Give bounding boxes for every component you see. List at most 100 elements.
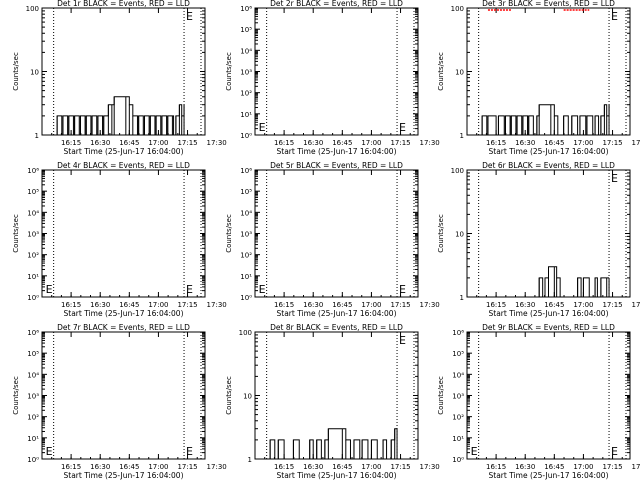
y-tick-label: 10⁵ <box>452 350 464 358</box>
x-tick-label: 17:00 <box>573 301 593 309</box>
e-marker: E <box>611 445 618 458</box>
chart-panel-4: Det 4r BLACK = Events, RED = LLD 10⁰ 10¹ 10… <box>12 161 227 318</box>
x-tick-label: 17:30 <box>632 301 640 309</box>
y-tick-label: 10 <box>30 69 39 77</box>
x-tick-label: 16:45 <box>119 301 139 309</box>
chart-title: Det 8r BLACK = Events, RED = LLD <box>270 323 403 332</box>
x-tick-label: 17:15 <box>390 139 410 147</box>
chart-title: Det 6r BLACK = Events, RED = LLD <box>482 161 615 170</box>
y-tick-label: 10⁵ <box>240 188 252 196</box>
plot-frame <box>41 169 206 298</box>
e-marker: E <box>399 121 406 134</box>
x-tick-label: 16:15 <box>61 139 81 147</box>
x-axis-label: Start Time (25-Jun-17 16:04:00) <box>277 471 397 480</box>
x-tick-label: 16:45 <box>544 139 564 147</box>
x-tick-label: 16:15 <box>486 139 506 147</box>
x-tick-label: 17:30 <box>420 463 440 471</box>
y-axis-label: Counts/sec <box>225 376 233 415</box>
x-tick-label: 16:30 <box>303 139 323 147</box>
y-tick-label: 10⁶ <box>27 329 39 337</box>
x-tick-label: 17:00 <box>148 139 168 147</box>
y-tick-label: 10¹ <box>27 435 39 443</box>
x-tick-label: 16:30 <box>303 463 323 471</box>
y-tick-label: 10⁴ <box>240 209 252 217</box>
x-tick-label: 17:15 <box>390 463 410 471</box>
y-axis-label: Counts/sec <box>437 376 445 415</box>
x-tick-label: 16:30 <box>515 463 535 471</box>
x-tick-label: 17:00 <box>148 463 168 471</box>
y-tick-label: 10⁴ <box>27 371 39 379</box>
y-tick-label: 10¹ <box>240 111 252 119</box>
y-tick-label: 10⁵ <box>27 350 39 358</box>
x-tick-label: 17:00 <box>361 463 381 471</box>
chart-panel-6: Det 6r BLACK = Events, RED = LLD 1 10 100 Co… <box>437 161 640 318</box>
chart-title: Det 7r BLACK = Events, RED = LLD <box>57 323 190 332</box>
x-tick-label: 17:15 <box>602 139 622 147</box>
chart-panel-3: Det 3r BLACK = Events, RED = LLD 1 10 100 Co… <box>437 0 640 156</box>
x-tick-label: 17:30 <box>207 463 227 471</box>
x-tick-label: 17:15 <box>602 463 622 471</box>
chart-panel-5: Det 5r BLACK = Events, RED = LLD 10⁰ 10¹ 10… <box>225 161 440 318</box>
y-tick-label: 10² <box>240 252 252 260</box>
e-marker: E <box>259 283 266 296</box>
e-marker: E <box>186 10 193 23</box>
events-series-line <box>536 266 610 298</box>
y-tick-label: 10³ <box>27 231 39 239</box>
x-axis-label: Start Time (25-Jun-17 16:04:00) <box>489 309 609 318</box>
chart-title: Det 9r BLACK = Events, RED = LLD <box>482 323 615 332</box>
x-tick-label: 16:45 <box>332 139 352 147</box>
x-tick-label: 16:15 <box>274 463 294 471</box>
chart-title: Det 1r BLACK = Events, RED = LLD <box>57 0 190 8</box>
y-tick-label: 10 <box>243 393 252 401</box>
x-tick-label: 16:45 <box>544 463 564 471</box>
x-tick-label: 17:30 <box>420 139 440 147</box>
x-tick-label: 16:15 <box>486 301 506 309</box>
y-tick-label: 10⁶ <box>240 5 252 13</box>
y-tick-label: 10⁰ <box>240 294 252 302</box>
y-tick-label: 100 <box>451 167 464 175</box>
y-tick-label: 10³ <box>27 393 39 401</box>
plot-frame <box>41 331 206 460</box>
y-tick-label: 10⁵ <box>27 188 39 196</box>
x-tick-label: 17:00 <box>361 139 381 147</box>
x-axis-label: Start Time (25-Jun-17 16:04:00) <box>277 147 397 156</box>
e-marker: E <box>611 10 618 23</box>
x-tick-label: 17:30 <box>207 301 227 309</box>
x-tick-label: 17:00 <box>573 463 593 471</box>
e-marker: E <box>186 283 193 296</box>
x-tick-label: 16:45 <box>119 139 139 147</box>
x-tick-label: 16:30 <box>515 139 535 147</box>
plot-frame <box>254 7 419 136</box>
x-tick-label: 16:15 <box>274 301 294 309</box>
x-tick-label: 16:30 <box>515 301 535 309</box>
x-tick-label: 17:15 <box>177 301 197 309</box>
y-tick-label: 10⁰ <box>27 294 39 302</box>
y-tick-label: 1 <box>460 132 464 140</box>
events-series-line <box>266 428 398 460</box>
y-tick-label: 10² <box>452 414 464 422</box>
y-axis-label: Counts/sec <box>225 214 233 253</box>
x-tick-label: 16:45 <box>119 463 139 471</box>
y-tick-label: 10³ <box>240 69 252 77</box>
x-tick-label: 17:30 <box>632 139 640 147</box>
x-tick-label: 17:00 <box>361 301 381 309</box>
chart-panel-9: Det 9r BLACK = Events, RED = LLD 10⁰ 10¹ 10… <box>437 323 640 480</box>
y-tick-label: 10⁴ <box>452 371 464 379</box>
chart-panel-7: Det 7r BLACK = Events, RED = LLD 10⁰ 10¹ 10… <box>12 323 227 480</box>
x-tick-label: 16:15 <box>486 463 506 471</box>
y-tick-label: 100 <box>26 5 39 13</box>
x-tick-label: 16:45 <box>544 301 564 309</box>
y-tick-label: 100 <box>451 5 464 13</box>
chart-title: Det 2r BLACK = Events, RED = LLD <box>270 0 403 8</box>
y-tick-label: 10 <box>455 231 464 239</box>
x-axis-label: Start Time (25-Jun-17 16:04:00) <box>277 309 397 318</box>
x-tick-label: 17:30 <box>207 139 227 147</box>
y-axis-label: Counts/sec <box>12 376 20 415</box>
plot-frame <box>254 169 419 298</box>
x-axis-label: Start Time (25-Jun-17 16:04:00) <box>489 471 609 480</box>
chart-title: Det 5r BLACK = Events, RED = LLD <box>270 161 403 170</box>
x-tick-label: 17:15 <box>177 463 197 471</box>
e-marker: E <box>611 172 618 185</box>
y-tick-label: 10⁵ <box>240 26 252 34</box>
x-tick-label: 17:00 <box>573 139 593 147</box>
